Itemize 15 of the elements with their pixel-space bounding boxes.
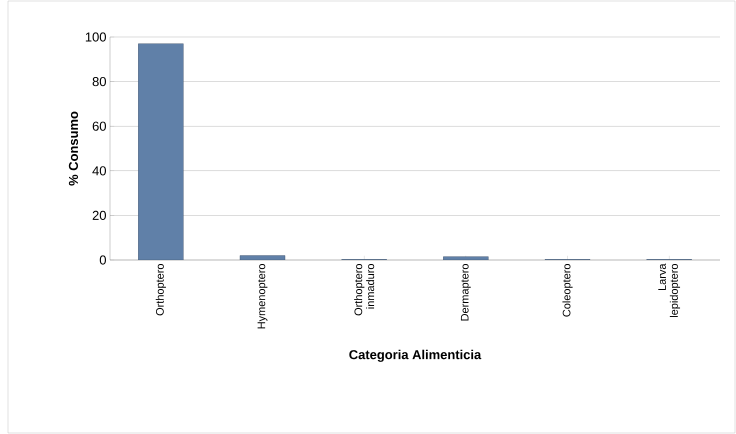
x-tick-label: Hymenoptero <box>258 264 268 328</box>
y-tick-label: 20 <box>92 210 106 220</box>
bar <box>138 43 184 260</box>
x-axis-title: Categoria Alimenticia <box>349 350 482 362</box>
y-tick-label: 40 <box>92 166 106 176</box>
y-tick-label: 60 <box>92 122 106 131</box>
x-tick-label: Orthoptero <box>156 264 166 316</box>
x-tick-label: Orthoptero inmaduro <box>354 264 374 316</box>
y-axis-title: % Consumo <box>68 112 78 186</box>
x-tick-label: Dermaptero <box>460 264 471 320</box>
y-tick-label: 0 <box>100 255 106 265</box>
y-tick-label: 80 <box>92 77 106 86</box>
x-tick-label: Larva lepidoptero <box>658 264 680 318</box>
y-tick-label: 100 <box>86 32 106 42</box>
x-tick-label: Coleoptero <box>562 264 573 317</box>
